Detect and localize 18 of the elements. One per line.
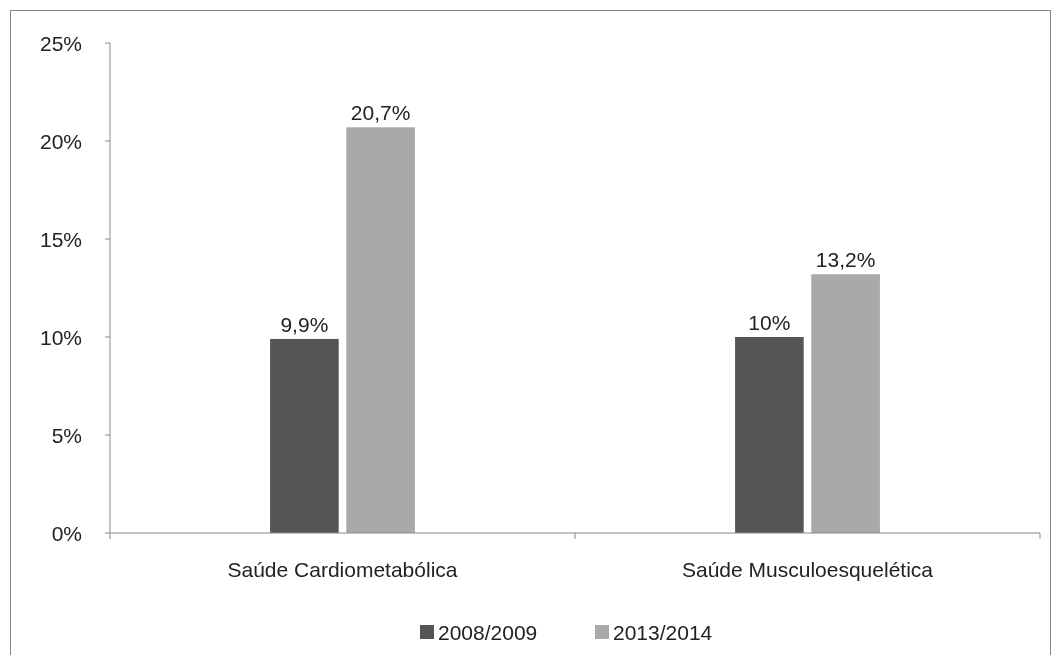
bar	[735, 337, 804, 533]
y-tick-label: 0%	[51, 521, 82, 545]
y-tick-label: 25%	[39, 31, 82, 55]
x-tick-label: Saúde Cardiometabólica	[227, 558, 458, 581]
y-tick-label: 20%	[39, 129, 82, 153]
x-tick-label: Saúde Musculoesquelética	[682, 558, 934, 581]
data-label: 20,7%	[350, 101, 411, 125]
data-label: 9,9%	[280, 312, 329, 336]
bar	[811, 274, 880, 533]
data-label: 13,2%	[815, 248, 876, 272]
y-tick-label: 5%	[51, 423, 82, 447]
legend-label: 2013/2014	[613, 621, 713, 645]
y-tick-label: 15%	[39, 227, 82, 251]
data-label: 10%	[748, 311, 791, 334]
legend-label: 2008/2009	[438, 621, 538, 645]
y-tick-label: 10%	[39, 325, 82, 349]
bar	[346, 127, 415, 533]
bar	[270, 338, 339, 533]
